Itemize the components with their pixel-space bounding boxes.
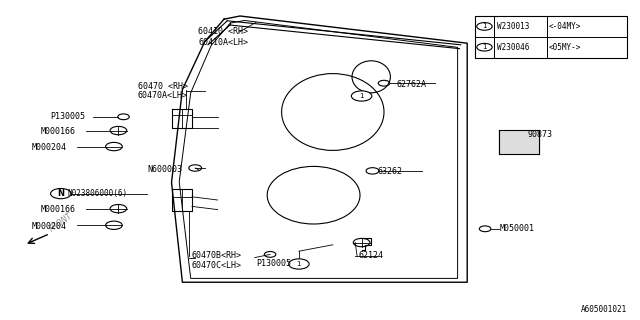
- Circle shape: [51, 188, 71, 199]
- Text: 1: 1: [482, 23, 487, 29]
- Text: FRONT: FRONT: [48, 211, 74, 234]
- Text: 60410 <RH>: 60410 <RH>: [198, 28, 248, 36]
- Text: 60470B<RH>: 60470B<RH>: [192, 252, 242, 260]
- Text: P130005: P130005: [256, 259, 291, 268]
- Text: 1: 1: [359, 93, 364, 99]
- Text: 1: 1: [296, 261, 301, 267]
- Text: N: N: [58, 189, 64, 198]
- Text: M000204: M000204: [32, 222, 67, 231]
- Text: M050001: M050001: [499, 224, 534, 233]
- Text: N023806000(6): N023806000(6): [67, 189, 127, 198]
- Text: M000204: M000204: [32, 143, 67, 152]
- Text: 60410A<LH>: 60410A<LH>: [198, 38, 248, 47]
- Text: 60470 <RH>: 60470 <RH>: [138, 82, 188, 91]
- Circle shape: [477, 44, 492, 51]
- Text: <05MY->: <05MY->: [548, 43, 581, 52]
- Text: <-04MY>: <-04MY>: [548, 22, 581, 31]
- Text: W230013: W230013: [497, 22, 529, 31]
- Text: 60470C<LH>: 60470C<LH>: [192, 261, 242, 270]
- Text: 90873: 90873: [528, 130, 553, 139]
- Text: 62762A: 62762A: [397, 80, 427, 89]
- Text: M000166: M000166: [40, 205, 76, 214]
- Circle shape: [289, 259, 309, 269]
- Circle shape: [477, 22, 492, 30]
- Text: M000166: M000166: [40, 127, 76, 136]
- Bar: [475, 16, 627, 58]
- Text: P130005: P130005: [50, 112, 85, 121]
- Text: 63262: 63262: [378, 167, 403, 176]
- Text: W230046: W230046: [497, 43, 529, 52]
- Text: A605001021: A605001021: [581, 305, 627, 314]
- Text: 60470A<LH>: 60470A<LH>: [138, 92, 188, 100]
- Text: 1: 1: [482, 44, 487, 50]
- Text: 62124: 62124: [358, 252, 383, 260]
- Bar: [499, 130, 539, 154]
- Text: N600003: N600003: [147, 165, 182, 174]
- Circle shape: [351, 91, 372, 101]
